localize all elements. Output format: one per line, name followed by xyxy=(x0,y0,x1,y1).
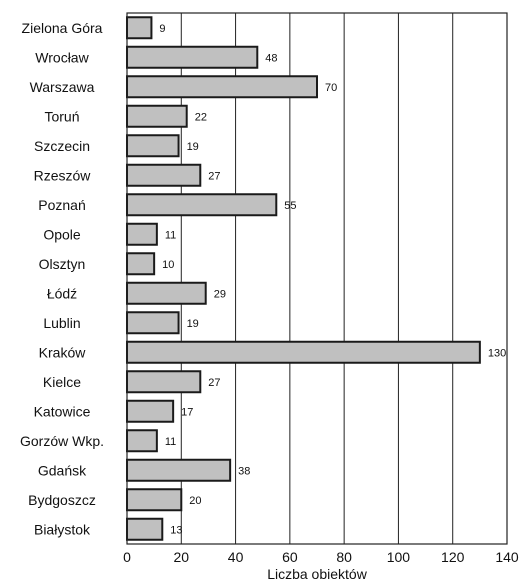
plot-frame xyxy=(126,12,508,545)
bar xyxy=(126,252,156,276)
category-labels: Zielona Góra Wrocław Warszawa Toruń Szczecin… xyxy=(20,20,104,538)
value-label: 29 xyxy=(214,288,226,300)
category-label: Rzeszów xyxy=(34,167,92,183)
category-label: Łódź xyxy=(47,285,77,301)
bar xyxy=(126,45,259,69)
category-label: Opole xyxy=(43,226,81,242)
category-label: Kraków xyxy=(39,344,87,360)
value-label: 11 xyxy=(165,436,176,448)
bar xyxy=(126,429,158,453)
bar xyxy=(126,193,278,217)
value-label: 11 xyxy=(165,229,176,241)
category-label: Białystok xyxy=(34,521,91,537)
x-tick-label: 120 xyxy=(441,549,465,565)
value-label: 130 xyxy=(488,347,506,359)
value-label: 20 xyxy=(189,495,201,507)
bar xyxy=(126,104,188,128)
x-tick-labels: 0 20 40 60 80 100 120 140 xyxy=(123,549,519,565)
bar xyxy=(126,134,180,158)
category-label: Szczecin xyxy=(34,138,90,154)
value-label: 55 xyxy=(284,200,296,212)
value-label: 22 xyxy=(195,111,207,123)
value-label: 38 xyxy=(238,465,250,477)
value-label: 13 xyxy=(170,524,182,536)
bar xyxy=(126,311,180,335)
x-axis-title: Liczba obiektów xyxy=(267,566,368,582)
x-tick-label: 100 xyxy=(387,549,411,565)
x-tick-label: 60 xyxy=(282,549,298,565)
value-label: 10 xyxy=(162,259,174,271)
value-label: 19 xyxy=(187,318,199,330)
value-label: 9 xyxy=(159,23,165,35)
category-label: Gdańsk xyxy=(38,462,87,478)
value-label: 17 xyxy=(181,406,193,418)
x-tick-label: 40 xyxy=(228,549,244,565)
x-tick-label: 20 xyxy=(173,549,189,565)
bar xyxy=(126,75,318,99)
bar xyxy=(126,281,207,305)
value-label: 19 xyxy=(187,141,199,153)
value-labels: 9 48 70 22 19 27 55 11 10 29 19 130 27 17 11 38 20 13 xyxy=(159,23,506,537)
bar xyxy=(126,458,232,482)
value-label: 48 xyxy=(265,52,277,64)
bar xyxy=(126,399,175,423)
category-label: Lublin xyxy=(43,315,80,331)
category-label: Kielce xyxy=(43,374,81,390)
category-label: Olsztyn xyxy=(39,256,86,272)
x-tick-label: 140 xyxy=(495,549,519,565)
grid-lines xyxy=(126,13,508,544)
category-label: Poznań xyxy=(38,197,85,213)
bar xyxy=(126,488,183,512)
category-label: Toruń xyxy=(44,108,79,124)
bar xyxy=(126,370,202,394)
bar xyxy=(126,340,481,364)
category-label: Zielona Góra xyxy=(22,20,103,36)
category-label: Gorzów Wkp. xyxy=(20,433,104,449)
x-tick-label: 0 xyxy=(123,549,131,565)
value-label: 70 xyxy=(325,82,337,94)
category-label: Bydgoszcz xyxy=(28,492,96,508)
category-label: Katowice xyxy=(34,403,91,419)
bar xyxy=(126,16,153,40)
bars xyxy=(126,16,481,541)
bar xyxy=(126,222,158,246)
category-label: Warszawa xyxy=(30,79,95,95)
value-label: 27 xyxy=(208,170,220,182)
value-label: 27 xyxy=(208,377,220,389)
x-tick-label: 80 xyxy=(336,549,352,565)
category-label: Wrocław xyxy=(35,49,89,65)
bar xyxy=(126,517,164,541)
bar xyxy=(126,163,202,187)
